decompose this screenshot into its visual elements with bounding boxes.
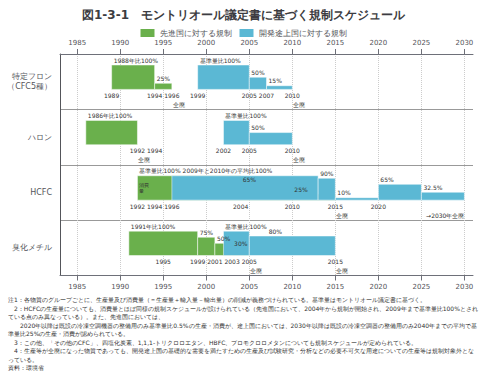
svg-text:2：HCFCの生産量についても、消費量とほぼ同様の規制スケジ: 2：HCFCの生産量についても、消費量とほぼ同様の規制スケジュールが設けられてい… [8,305,478,313]
svg-text:50%: 50% [251,124,265,131]
svg-text:2000: 2000 [197,283,215,291]
svg-text:量: 量 [139,188,144,194]
svg-text:ハロン: ハロン [27,133,52,142]
svg-text:50%: 50% [217,235,231,242]
svg-text:1989: 1989 [104,92,119,99]
svg-text:1990: 1990 [111,39,129,47]
svg-text:開発途上国に対する規制: 開発途上国に対する規制 [259,29,347,38]
svg-text:1985: 1985 [68,283,86,291]
svg-text:50%: 50% [251,69,265,76]
svg-text:注1：各物質のグループごとに、生産量及び消費量（＝生産量＋輸: 注1：各物質のグループごとに、生産量及び消費量（＝生産量＋輸入量－輸出量）の削減… [8,296,426,304]
svg-text:2010: 2010 [283,39,301,47]
svg-text:4：生産等が全廃になった物質であっても、開発途上国の基礎的な: 4：生産等が全廃になった物質であっても、開発途上国の基礎的な需要を満たすための生… [8,347,474,355]
svg-text:2010: 2010 [285,92,300,99]
svg-text:1991年比100%: 1991年比100% [131,223,176,230]
svg-text:90%: 90% [320,170,334,177]
svg-text:1996: 1996 [164,203,179,210]
svg-text:1985: 1985 [68,39,86,47]
svg-text:2025: 2025 [412,39,430,47]
svg-text:1992: 1992 [130,147,145,154]
svg-text:HCFC: HCFC [30,188,52,197]
svg-text:1999: 1999 [190,258,205,265]
svg-text:32.5%: 32.5% [423,184,442,191]
svg-text:1994: 1994 [147,92,162,99]
svg-text:1994: 1994 [147,203,162,210]
svg-text:75%: 75% [200,229,214,236]
svg-text:→2030年全廃: →2030年全廃 [426,212,464,219]
svg-text:資料：環境省: 資料：環境省 [8,364,44,372]
svg-text:（CFC5種）: （CFC5種） [7,82,52,91]
svg-text:2005: 2005 [242,258,257,265]
svg-text:っている。: っている。 [8,356,38,363]
svg-text:2025: 2025 [412,283,430,291]
svg-text:全廃: 全廃 [336,267,348,274]
svg-text:3：この他、「その他のCFC」、四塩化炭素、1,1,1-トリ: 3：この他、「その他のCFC」、四塩化炭素、1,1,1-トリクロロエタン、HBF… [8,339,417,347]
svg-text:10%: 10% [337,189,351,196]
svg-text:2010: 2010 [285,203,300,210]
svg-text:1995: 1995 [154,39,172,47]
svg-text:全廃: 全廃 [138,156,150,163]
svg-text:1999: 1999 [190,92,205,99]
svg-text:2005: 2005 [242,92,257,99]
svg-text:全廃: 全廃 [173,101,185,108]
svg-text:2015: 2015 [328,203,343,210]
svg-text:1992: 1992 [130,203,145,210]
svg-text:基準量比100%: 基準量比100% [225,112,266,119]
svg-text:2020年以降は既設の冷凍空調機器の整備用のみ基準量比0.5: 2020年以降は既設の冷凍空調機器の整備用のみ基準量比0.5%の生産・消費が、途… [8,322,477,329]
svg-text:2015: 2015 [326,39,344,47]
svg-text:1986年比100%: 1986年比100% [88,112,133,119]
svg-text:消費: 消費 [139,181,150,188]
svg-text:1996: 1996 [164,92,179,99]
svg-text:2010: 2010 [283,283,301,291]
svg-text:2020: 2020 [371,203,386,210]
svg-text:2007: 2007 [259,92,274,99]
svg-text:2015: 2015 [326,283,344,291]
svg-text:2002: 2002 [216,147,231,154]
svg-text:30%: 30% [234,240,248,247]
svg-text:25%: 25% [157,75,171,82]
svg-text:2005: 2005 [242,147,257,154]
svg-text:全廃: 全廃 [250,267,262,274]
svg-text:図1-3-1 モントリオール議定書に基づく規制スケジュール: 図1-3-1 モントリオール議定書に基づく規制スケジュール [82,8,406,22]
svg-text:1988年比100%: 1988年比100% [114,57,159,64]
svg-text:2000: 2000 [197,39,215,47]
svg-text:ている点のみ異なっている）。また、先進国においては、: ている点のみ異なっている）。また、先進国においては、 [8,313,164,321]
svg-text:準量比25%の生産・消費が認められている。: 準量比25%の生産・消費が認められている。 [8,330,129,337]
svg-text:2005: 2005 [240,39,258,47]
svg-text:基準量比100%: 基準量比100% [225,223,266,230]
svg-text:2020: 2020 [369,283,387,291]
svg-text:全廃: 全廃 [336,212,348,219]
svg-text:2009年と2010年の平均比100%: 2009年と2010年の平均比100% [183,167,273,174]
svg-text:1995: 1995 [156,258,171,265]
svg-text:1990: 1990 [111,283,129,291]
svg-text:特定フロン: 特定フロン [12,72,52,81]
svg-text:65%: 65% [380,176,394,183]
svg-text:全廃: 全廃 [293,156,305,163]
svg-text:2030: 2030 [455,283,473,291]
svg-text:2001: 2001 [207,258,222,265]
svg-text:2004: 2004 [233,203,248,210]
svg-text:65%: 65% [243,176,257,183]
svg-text:1995: 1995 [154,283,172,291]
svg-text:先進国に対する規制: 先進国に対する規制 [160,29,232,38]
svg-text:基準量比100%: 基準量比100% [200,57,241,64]
svg-text:全廃: 全廃 [293,101,305,108]
svg-text:2005: 2005 [240,283,258,291]
svg-text:2003: 2003 [224,258,239,265]
svg-text:1994: 1994 [147,147,162,154]
svg-text:2020: 2020 [369,39,387,47]
svg-text:80%: 80% [269,228,283,235]
svg-text:臭化メチル: 臭化メチル [12,243,52,252]
svg-text:2010: 2010 [285,147,300,154]
svg-text:2030: 2030 [455,39,473,47]
svg-text:2015: 2015 [328,258,343,265]
svg-text:25%: 25% [294,186,308,193]
svg-text:基準量比100%: 基準量比100% [139,167,180,174]
svg-text:15%: 15% [269,77,283,84]
